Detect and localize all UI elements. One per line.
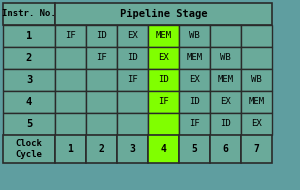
Text: IF: IF: [127, 75, 138, 85]
Text: 6: 6: [223, 144, 228, 154]
Bar: [3, 69, 55, 91]
Text: 4: 4: [160, 144, 166, 154]
Bar: [3, 3, 55, 25]
Bar: [117, 113, 148, 135]
Bar: [241, 91, 272, 113]
Text: Clock
Cycle: Clock Cycle: [16, 139, 42, 159]
Text: WB: WB: [251, 75, 262, 85]
Text: EX: EX: [158, 54, 169, 63]
Bar: [117, 91, 148, 113]
Text: Instr. No.: Instr. No.: [2, 10, 56, 18]
Bar: [179, 113, 210, 135]
Text: 2: 2: [26, 53, 32, 63]
Text: ID: ID: [96, 32, 107, 40]
Bar: [148, 91, 179, 113]
Text: MEM: MEM: [248, 97, 265, 107]
Bar: [241, 135, 272, 163]
Text: EX: EX: [127, 32, 138, 40]
Text: EX: EX: [220, 97, 231, 107]
Text: 5: 5: [192, 144, 197, 154]
Bar: [86, 69, 117, 91]
Text: 3: 3: [130, 144, 135, 154]
Text: IF: IF: [189, 120, 200, 128]
Text: 2: 2: [99, 144, 104, 154]
Bar: [55, 25, 86, 47]
Bar: [3, 91, 55, 113]
Bar: [148, 113, 179, 135]
Text: ID: ID: [158, 75, 169, 85]
Bar: [241, 47, 272, 69]
Bar: [179, 91, 210, 113]
Bar: [179, 69, 210, 91]
Text: 4: 4: [26, 97, 32, 107]
Bar: [210, 47, 241, 69]
Bar: [148, 25, 179, 47]
Bar: [86, 25, 117, 47]
Text: IF: IF: [65, 32, 76, 40]
Text: IF: IF: [158, 97, 169, 107]
Bar: [210, 113, 241, 135]
Text: 1: 1: [68, 144, 74, 154]
Bar: [148, 69, 179, 91]
Text: 1: 1: [26, 31, 32, 41]
Bar: [3, 25, 55, 47]
Bar: [55, 91, 86, 113]
Bar: [241, 69, 272, 91]
Text: EX: EX: [189, 75, 200, 85]
Bar: [117, 135, 148, 163]
Text: 7: 7: [254, 144, 260, 154]
Bar: [55, 47, 86, 69]
Bar: [55, 113, 86, 135]
Text: IF: IF: [96, 54, 107, 63]
Text: MEM: MEM: [155, 32, 172, 40]
Bar: [3, 113, 55, 135]
Bar: [210, 69, 241, 91]
Text: Pipeline Stage: Pipeline Stage: [120, 9, 207, 19]
Bar: [148, 47, 179, 69]
Bar: [179, 47, 210, 69]
Bar: [86, 47, 117, 69]
Bar: [3, 135, 55, 163]
Text: MEM: MEM: [218, 75, 234, 85]
Bar: [55, 69, 86, 91]
Text: ID: ID: [127, 54, 138, 63]
Text: 3: 3: [26, 75, 32, 85]
Bar: [241, 25, 272, 47]
Bar: [3, 47, 55, 69]
Bar: [117, 69, 148, 91]
Text: ID: ID: [220, 120, 231, 128]
Text: MEM: MEM: [186, 54, 203, 63]
Bar: [86, 91, 117, 113]
Bar: [179, 135, 210, 163]
Bar: [241, 113, 272, 135]
Text: WB: WB: [220, 54, 231, 63]
Bar: [117, 47, 148, 69]
Bar: [210, 135, 241, 163]
Text: ID: ID: [189, 97, 200, 107]
Text: EX: EX: [251, 120, 262, 128]
Text: 5: 5: [26, 119, 32, 129]
Bar: [55, 135, 86, 163]
Bar: [210, 91, 241, 113]
Bar: [179, 25, 210, 47]
Bar: [55, 3, 272, 25]
Bar: [86, 135, 117, 163]
Text: WB: WB: [189, 32, 200, 40]
Bar: [117, 25, 148, 47]
Bar: [210, 25, 241, 47]
Bar: [86, 113, 117, 135]
Bar: [148, 135, 179, 163]
